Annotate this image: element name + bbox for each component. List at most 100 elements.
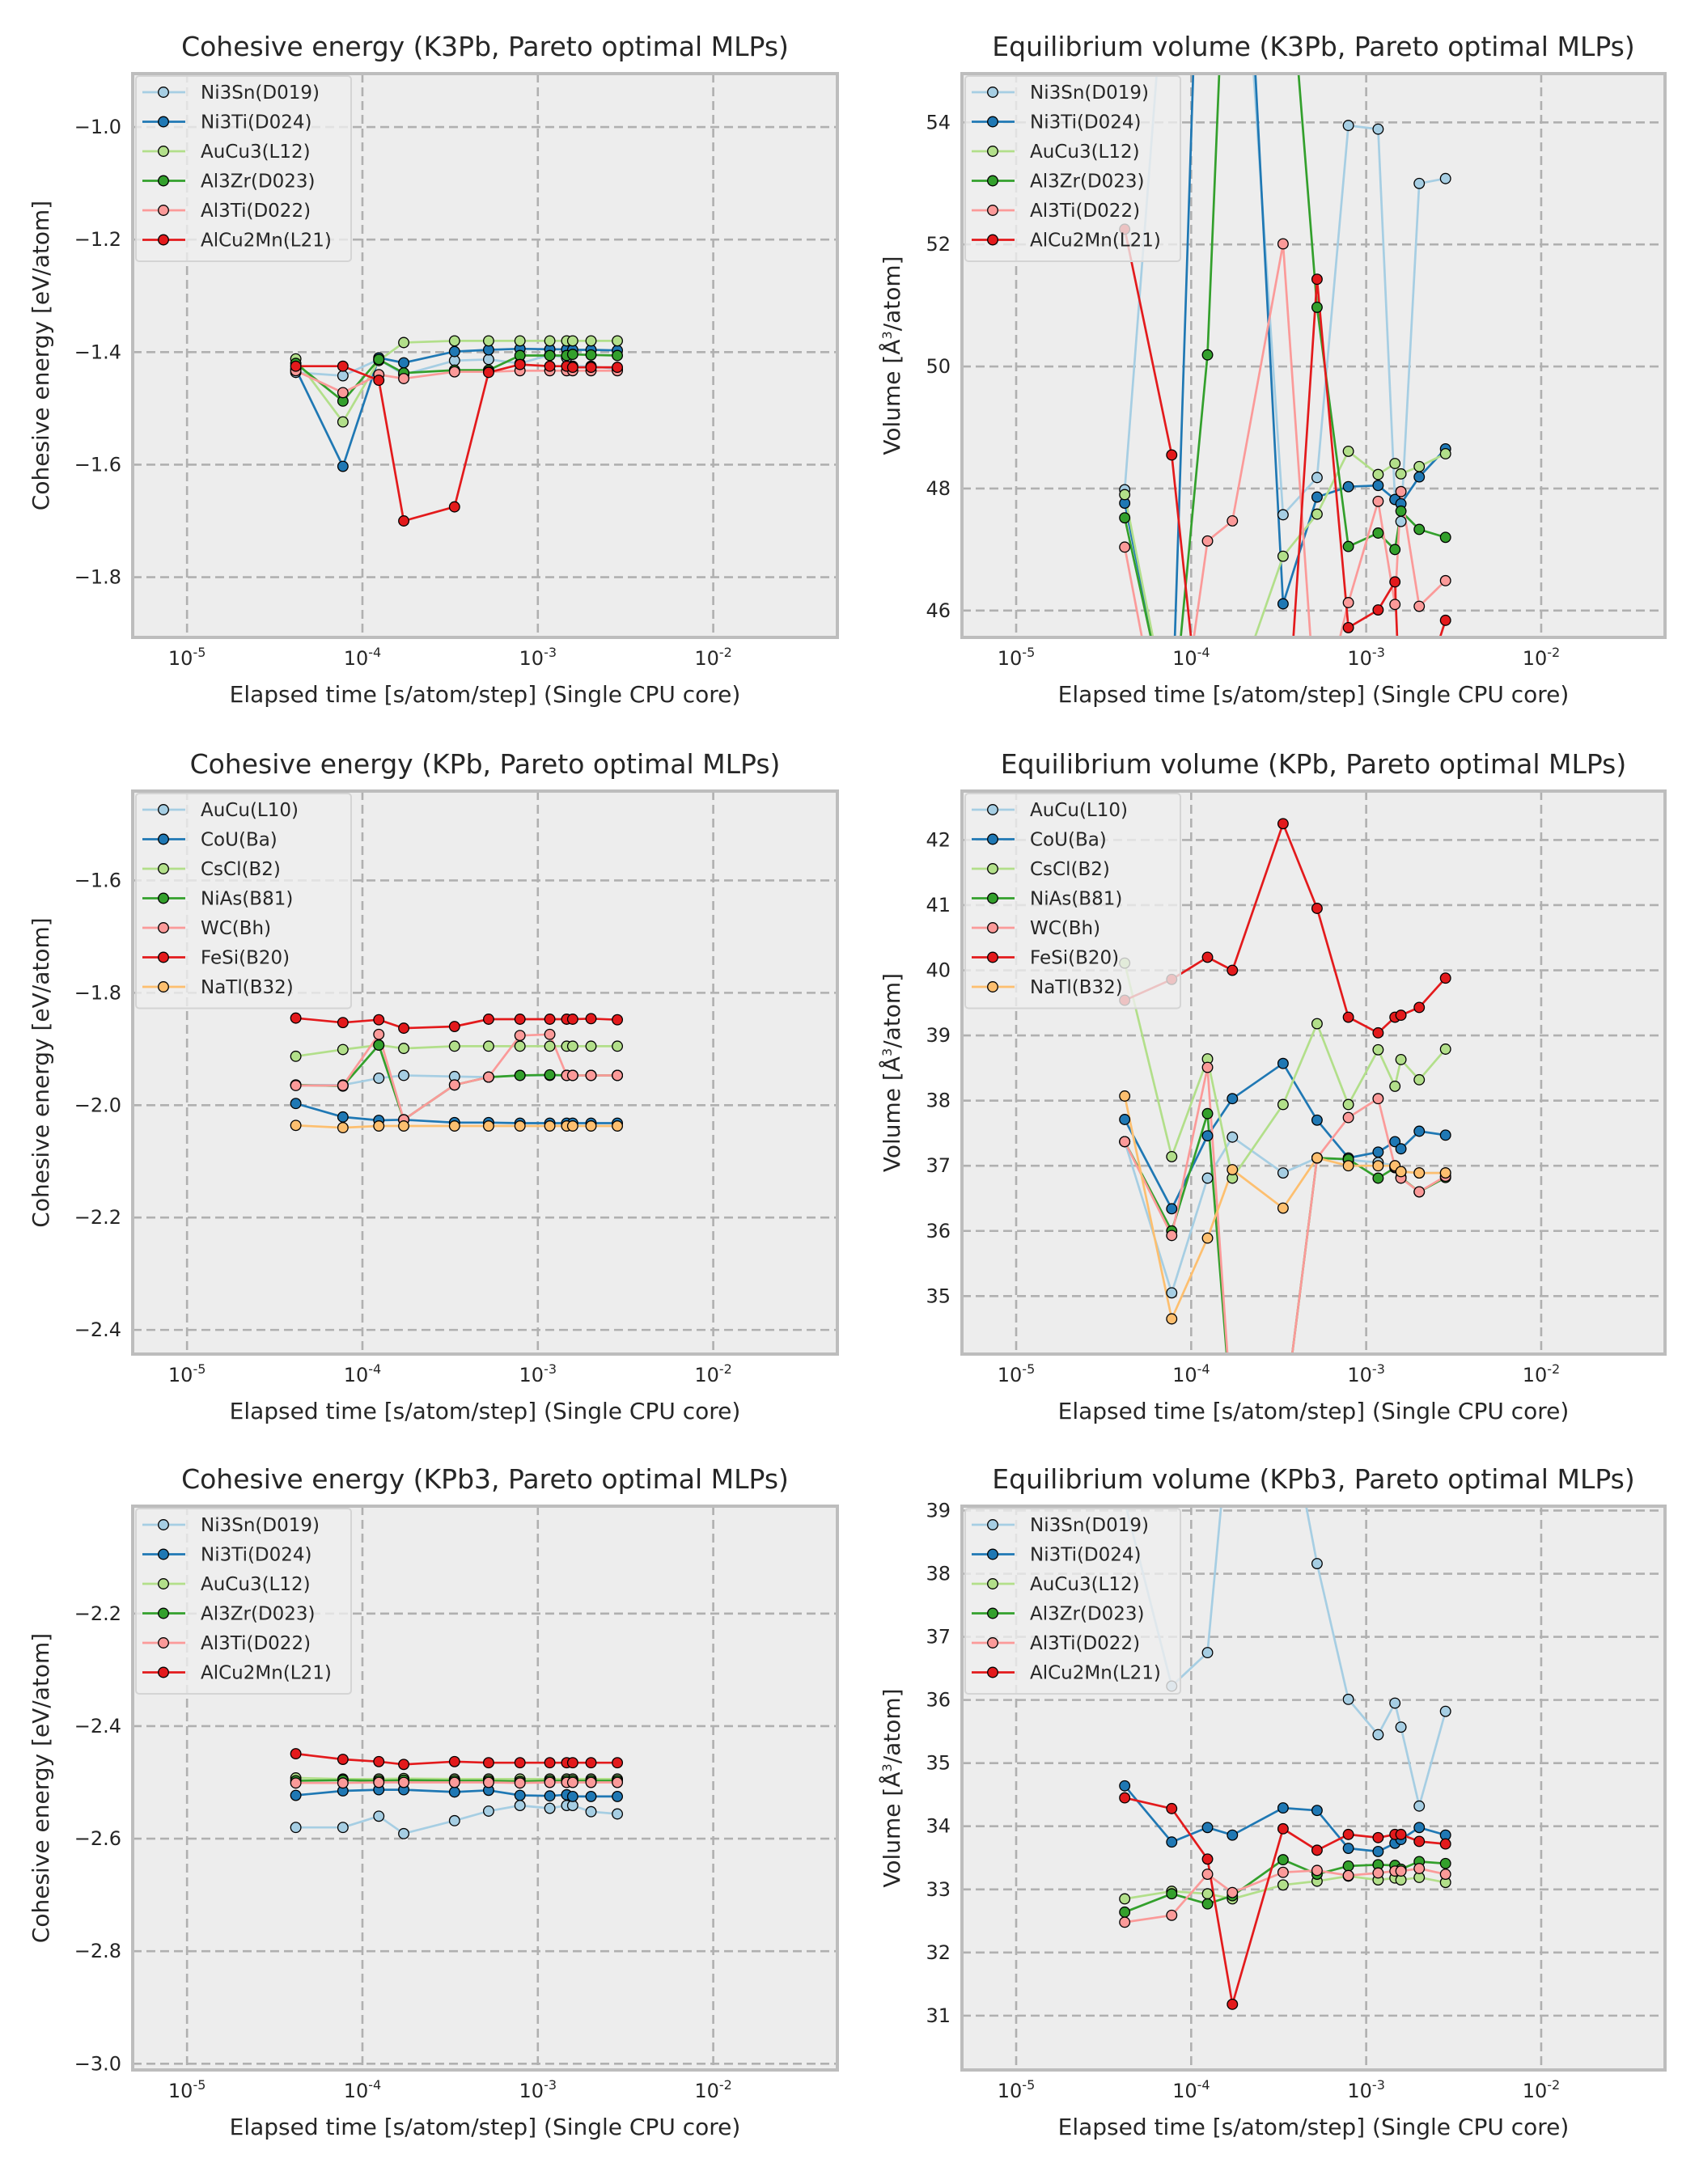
series-Ni3Sn(D019) [1125,1506,1447,1808]
data-point [1166,449,1178,461]
data-point [1201,1888,1214,1900]
legend-label: Ni3Ti(D024) [1030,1545,1142,1566]
legend-item: Ni3Sn(D019) [972,1515,1149,1536]
data-point [1277,1879,1289,1891]
legend-marker-icon [158,863,169,874]
axes-frame [960,1505,1667,2072]
legend-label: Ni3Sn(D019) [201,1515,320,1536]
data-point [482,353,494,366]
legend-marker-icon [158,234,169,246]
legend-item: AlCu2Mn(L21) [972,1663,1161,1684]
data-point [1413,471,1426,483]
data-point [1439,1167,1451,1179]
data-point [1413,1800,1426,1812]
legend-marker-icon [987,175,998,187]
legend-item: AuCu3(L12) [972,142,1140,163]
data-point [290,1050,302,1062]
data-point [1342,445,1354,457]
legend-marker-icon [158,205,169,216]
legend-item: Al3Zr(D023) [142,1604,316,1625]
y-tick-label: 42 [926,828,951,851]
legend-item: AlCu2Mn(L21) [142,231,332,252]
x-tick-label: 10-5 [998,1361,1036,1386]
data-point [290,1098,302,1110]
data-point [1439,574,1451,586]
data-point [1413,600,1426,612]
data-point [1277,598,1289,610]
data-point [1395,1166,1407,1178]
data-point [1342,1860,1354,1872]
data-point [482,366,494,379]
y-tick-label: −2.0 [74,1094,121,1116]
legend-label: Al3Zr(D023) [1030,1604,1145,1625]
legend-label: AuCu3(L12) [201,142,311,163]
data-point [1227,1131,1239,1143]
data-point [1201,1061,1214,1073]
data-point [1342,1869,1354,1881]
y-tick-label: 35 [926,1285,951,1307]
data-point [482,1120,494,1132]
legend-marker-icon [158,1637,169,1649]
data-point [1277,509,1289,521]
chart-title: Cohesive energy (KPb, Pareto optimal MLP… [190,748,781,780]
y-axis-label: Volume [Å3/atom] [878,1688,905,1887]
data-point [1372,1831,1384,1843]
axes-frame [131,1505,839,2072]
legend-marker-icon [987,1519,998,1530]
legend-label: Ni3Ti(D024) [201,112,312,133]
legend-item: Al3Zr(D023) [142,171,316,193]
legend-label: NiAs(B81) [201,889,293,910]
legend-item: Al3Zr(D023) [972,171,1145,193]
data-point [1342,1693,1354,1705]
axes-frame [960,789,1667,1356]
data-point [1342,621,1354,633]
data-point [398,1022,409,1035]
legend-marker-icon [158,804,169,815]
y-tick-label: 39 [926,1024,951,1047]
data-point [1342,1160,1354,1172]
data-point [448,1120,460,1132]
markers-AuCu3(L12) [1119,445,1451,562]
legend-marker-icon [158,981,169,993]
data-point [482,1040,494,1052]
legend-marker-icon [158,1607,169,1619]
legend-marker-icon [158,146,169,157]
x-tick-label: 10-2 [1523,1361,1561,1386]
data-point [1439,1129,1451,1141]
panel-kpb-cohesive: 10-5 10-4 10-3 10-2 −2.4 −2.2 −2.0 −1.8 −1.6 Cohe… [28,748,839,1424]
y-tick-label: 37 [926,1154,951,1177]
data-point [1413,1125,1426,1137]
y-axis-label: Cohesive energy [eV/atom] [28,201,54,510]
data-point [337,1754,349,1765]
legend-item: FeSi(B20) [142,948,290,969]
data-point [514,1069,526,1081]
data-point [398,1120,409,1132]
legend-frame [964,1508,1181,1695]
legend-item: AlCu2Mn(L21) [972,231,1161,252]
legend: Ni3Sn(D019) Ni3Ti(D024) AuCu3(L12) Al3Zr(D0… [964,75,1181,262]
legend-marker-icon [987,804,998,815]
legend-label: Al3Ti(D022) [201,1633,311,1654]
data-point [1413,460,1426,472]
data-point [482,1776,494,1788]
legend-frame [135,75,352,262]
legend-frame [964,75,1181,262]
axes-frame [960,72,1667,639]
data-point [1395,1143,1407,1155]
grid [962,1506,1665,2070]
data-point [1201,1822,1214,1834]
data-point [373,1120,385,1132]
data-point [1201,1130,1214,1142]
legend-marker-icon [987,863,998,874]
data-point [1372,1026,1384,1039]
y-tick-label: 33 [926,1878,951,1901]
data-point [514,1757,526,1769]
legend-item: Ni3Sn(D019) [142,1515,320,1536]
legend-marker-icon [158,1519,169,1530]
data-point [585,1120,597,1132]
x-tick-label: 10-2 [694,1361,732,1386]
legend-marker-icon [158,175,169,187]
y-tick-label: −1.0 [74,116,121,138]
data-point [585,1013,597,1025]
legend-marker-icon [987,205,998,216]
